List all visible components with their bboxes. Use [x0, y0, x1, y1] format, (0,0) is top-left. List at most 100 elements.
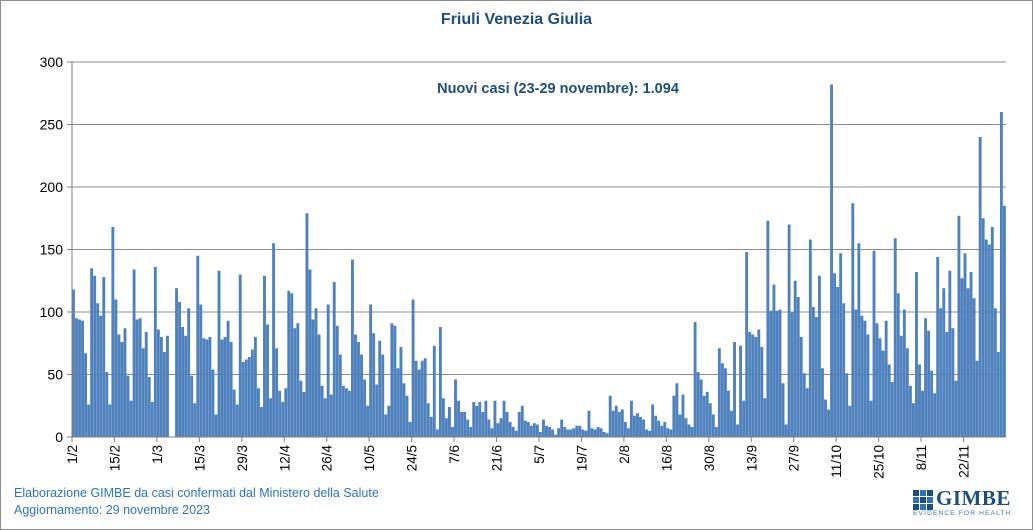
bar: [987, 244, 991, 437]
source-note: Elaborazione GIMBE da casi confermati da…: [14, 486, 379, 500]
bar: [493, 400, 497, 437]
bar: [699, 379, 703, 437]
bar: [372, 333, 376, 437]
bar: [545, 425, 548, 437]
bar: [884, 320, 888, 437]
bar: [981, 218, 985, 437]
x-tick-label: 11/10: [829, 445, 844, 478]
bar: [733, 342, 736, 437]
bar: [569, 429, 573, 437]
bar: [223, 337, 227, 437]
bar: [915, 272, 918, 437]
bar: [296, 323, 300, 437]
bar: [466, 419, 470, 437]
weekly-cases-annotation: Nuovi casi (23-29 novembre): 1.094: [437, 81, 679, 97]
bar: [751, 334, 755, 437]
bar: [581, 429, 585, 437]
bar: [821, 368, 824, 437]
bar: [287, 290, 291, 437]
bar: [117, 334, 121, 437]
bar: [499, 418, 503, 437]
bar: [87, 404, 91, 437]
bar: [872, 250, 876, 437]
bar: [542, 419, 545, 437]
bar: [381, 354, 385, 437]
x-tick-label: 2/8: [617, 445, 632, 464]
bar: [378, 340, 382, 437]
bar: [560, 419, 564, 437]
bar: [778, 309, 782, 437]
bar: [505, 412, 509, 437]
bar: [214, 414, 218, 437]
bar: [921, 390, 924, 437]
bar: [875, 323, 879, 437]
bar: [162, 352, 166, 437]
bar: [748, 332, 752, 437]
bar: [839, 253, 843, 437]
y-tick-label: 0: [55, 429, 63, 445]
bar: [190, 375, 194, 437]
bar: [472, 402, 476, 437]
gimbe-logo-icon: [913, 490, 933, 510]
bar: [244, 359, 248, 437]
x-tick-label: 12/4: [277, 445, 292, 472]
bar: [572, 428, 576, 437]
bar: [399, 347, 403, 437]
bar: [448, 407, 451, 437]
bar: [918, 364, 921, 437]
bar: [714, 427, 718, 437]
bar: [187, 308, 191, 437]
bar: [554, 434, 558, 437]
bar: [687, 424, 691, 437]
bar: [587, 410, 591, 437]
bar: [323, 398, 327, 437]
x-tick-label: 15/3: [192, 445, 207, 471]
bar: [232, 389, 236, 437]
bar: [629, 400, 633, 437]
bar: [720, 363, 724, 437]
bar: [942, 288, 946, 437]
y-tick-label: 50: [47, 367, 63, 383]
bar: [178, 302, 182, 437]
bar: [269, 398, 272, 437]
y-tick-label: 250: [40, 117, 64, 133]
bar: [642, 419, 645, 437]
bar: [927, 330, 931, 437]
bar: [681, 394, 685, 437]
gimbe-logo: GIMBE EVIDENCE FOR HEALTH: [913, 486, 1025, 520]
bar: [478, 402, 482, 437]
bar: [975, 360, 979, 437]
bar: [742, 400, 746, 437]
bar: [432, 345, 436, 437]
bar: [247, 357, 251, 437]
bar: [469, 427, 473, 437]
bar: [881, 350, 885, 437]
bar: [1002, 205, 1006, 437]
bar: [969, 272, 973, 437]
bar: [857, 243, 861, 437]
bar: [90, 268, 94, 437]
bar: [772, 284, 776, 437]
bar: [293, 328, 297, 437]
bar: [441, 398, 445, 437]
x-tick-label: 5/7: [532, 445, 547, 464]
bar: [878, 338, 882, 437]
bar: [645, 429, 649, 437]
bar: [120, 342, 124, 437]
bar: [566, 429, 570, 437]
axes: [67, 61, 1006, 442]
bar: [990, 227, 994, 437]
bar: [660, 425, 664, 437]
bar: [81, 320, 84, 437]
bar: [614, 405, 618, 437]
bar: [111, 227, 115, 437]
bar: [193, 403, 197, 437]
bar: [341, 385, 345, 437]
bar: [338, 354, 342, 437]
chart-area: 0 50 100 150 200 250 300 1/2 15/2 1/3 15/3 29/3 12/…: [40, 54, 1006, 479]
bar: [705, 392, 709, 437]
bar: [417, 369, 421, 437]
bar: [138, 318, 142, 437]
bar: [523, 420, 527, 437]
bar: [608, 395, 612, 437]
